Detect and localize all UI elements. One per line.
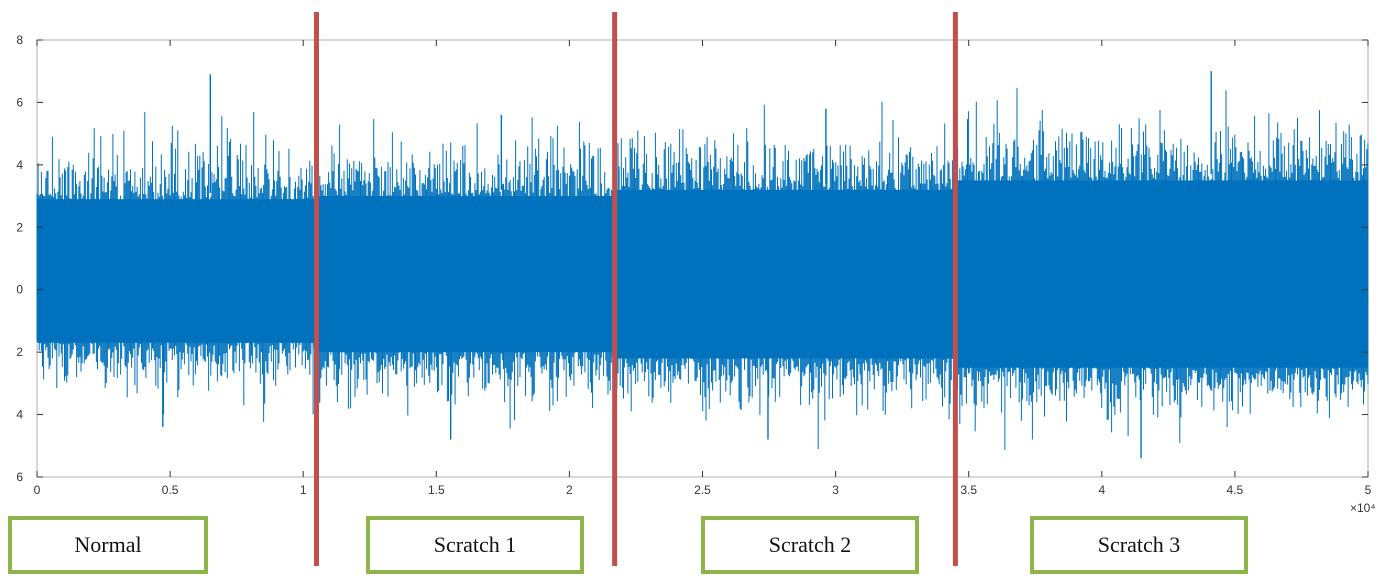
x-tick-label: 1.5 <box>428 483 445 497</box>
y-tick-label: 0 <box>16 283 23 297</box>
y-tick-label: 4 <box>16 408 23 422</box>
x-tick-label: 3.5 <box>960 483 977 497</box>
x-axis-exponent-label: ×10⁴ <box>1350 501 1376 515</box>
x-tick-label: 0 <box>34 483 41 497</box>
x-tick-label: 2.5 <box>694 483 711 497</box>
x-tick-label: 4.5 <box>1227 483 1244 497</box>
segment-label-normal: Normal <box>8 516 208 574</box>
y-tick-label: 2 <box>16 345 23 359</box>
x-tick-label: 5 <box>1365 483 1372 497</box>
x-tick-label: 2 <box>566 483 573 497</box>
x-tick-label: 4 <box>1098 483 1105 497</box>
y-tick-label: 4 <box>16 158 23 172</box>
y-tick-label: 6 <box>16 470 23 484</box>
y-tick-label: 2 <box>16 220 23 234</box>
x-tick-label: 1 <box>300 483 307 497</box>
y-tick-label: 6 <box>16 95 23 109</box>
x-tick-label: 3 <box>832 483 839 497</box>
y-tick-label: 8 <box>16 33 23 47</box>
segment-label-scratch-1: Scratch 1 <box>366 516 584 574</box>
segment-label-scratch-2: Scratch 2 <box>701 516 919 574</box>
x-tick-label: 0.5 <box>162 483 179 497</box>
segment-label-scratch-3: Scratch 3 <box>1030 516 1248 574</box>
